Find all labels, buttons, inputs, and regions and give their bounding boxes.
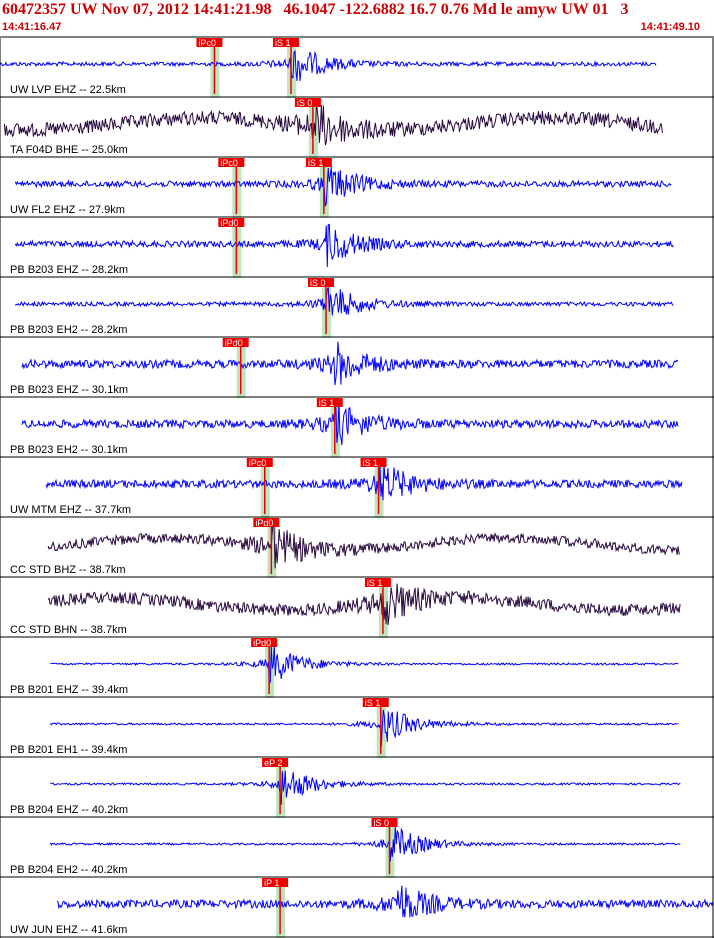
trace-label: CC STD BHN -- 38.7km	[10, 624, 127, 636]
waveform	[14, 166, 672, 207]
pick-label: iS 1	[365, 698, 381, 708]
pick-box	[362, 698, 389, 707]
traces	[0, 49, 714, 918]
waveform	[21, 401, 679, 446]
waveform	[14, 223, 674, 268]
waveform	[49, 709, 679, 747]
pick-markers: iPc0 iS 1 iS 0 iPc0 iS 1 iPd0 iS 0 iPd0 iS 1 iPc0…	[196, 38, 398, 934]
header: 60472357 UW Nov 07, 2012 14:41:21.98 46.…	[0, 0, 714, 36]
pick-label: iS 1	[319, 398, 335, 408]
pick-box	[273, 38, 300, 47]
trace-label: UW MTM EHZ -- 37.7km	[10, 504, 131, 516]
pick-box	[294, 98, 321, 107]
pick-label: iS 1	[363, 458, 379, 468]
waveform	[47, 523, 681, 569]
pick-box	[371, 818, 398, 827]
pick-box	[308, 278, 335, 287]
waveform	[50, 644, 679, 685]
pick-box	[218, 218, 245, 227]
time-start-label: 14:41:16.47	[2, 21, 62, 33]
trace-label: PB B204 EHZ -- 40.2km	[10, 804, 128, 816]
trace-label: PB B204 EH2 -- 40.2km	[10, 864, 127, 876]
pick-box	[196, 38, 223, 47]
trace-label: UW JUN EHZ -- 41.6km	[10, 924, 127, 936]
panel-dividers	[0, 36, 714, 938]
pick-label: iP 1	[264, 878, 279, 888]
waveform	[47, 583, 681, 625]
pick-label: iPd0	[253, 638, 271, 648]
pick-label: eP 2	[264, 758, 282, 768]
pick-box	[218, 158, 245, 167]
pick-label: iS 1	[275, 38, 291, 48]
trace-label: PB B023 EH2 -- 30.1km	[10, 444, 127, 456]
trace-label: PB B203 EHZ -- 28.2km	[10, 264, 128, 276]
pick-box	[253, 518, 280, 527]
pick-label: iPc0	[220, 158, 238, 168]
pick-box	[262, 878, 289, 887]
pick-box	[305, 158, 332, 167]
pick-label: iPd0	[225, 338, 243, 348]
trace-label: PB B201 EH1 -- 39.4km	[10, 744, 127, 756]
pick-label: iS 1	[308, 158, 324, 168]
pick-box	[364, 578, 391, 587]
pick-box	[316, 398, 343, 407]
pick-box	[246, 458, 273, 467]
waveform	[49, 825, 681, 862]
waveform	[21, 341, 679, 386]
waveform	[45, 463, 683, 501]
pick-label: iPd0	[255, 518, 273, 528]
pick-label: iS 0	[310, 278, 326, 288]
pick-box	[360, 458, 387, 467]
pick-label: iPd0	[220, 218, 238, 228]
trace-label: PB B023 EHZ -- 30.1km	[10, 384, 128, 396]
pick-label: iS 1	[367, 578, 383, 588]
trace-label: TA F04D BHE -- 25.0km	[10, 144, 128, 156]
trace-labels: UW LVP EHZ -- 22.5km TA F04D BHE -- 25.0k…	[10, 84, 131, 936]
pick-box	[262, 758, 289, 767]
pick-label: iS 0	[297, 98, 313, 108]
time-end-label: 14:41:49.10	[640, 21, 700, 33]
trace-label: PB B203 EH2 -- 28.2km	[10, 324, 127, 336]
waveform	[3, 103, 663, 146]
trace-label: CC STD BHZ -- 38.7km	[10, 564, 126, 576]
event-title: 60472357 UW Nov 07, 2012 14:41:21.98 46.…	[2, 1, 629, 18]
pick-box	[222, 338, 249, 347]
waveform	[50, 770, 681, 805]
trace-label: UW FL2 EHZ -- 27.9km	[10, 204, 125, 216]
pick-label: iPc0	[249, 458, 267, 468]
waveform	[56, 885, 714, 918]
pick-bands	[210, 38, 395, 938]
pick-box	[251, 638, 278, 647]
waveform	[14, 287, 674, 316]
trace-label: PB B201 EHZ -- 39.4km	[10, 684, 128, 696]
waveform	[0, 49, 657, 82]
pick-label: iS 0	[373, 818, 389, 828]
trace-label: UW LVP EHZ -- 22.5km	[10, 84, 126, 96]
pick-label: iPc0	[198, 38, 216, 48]
